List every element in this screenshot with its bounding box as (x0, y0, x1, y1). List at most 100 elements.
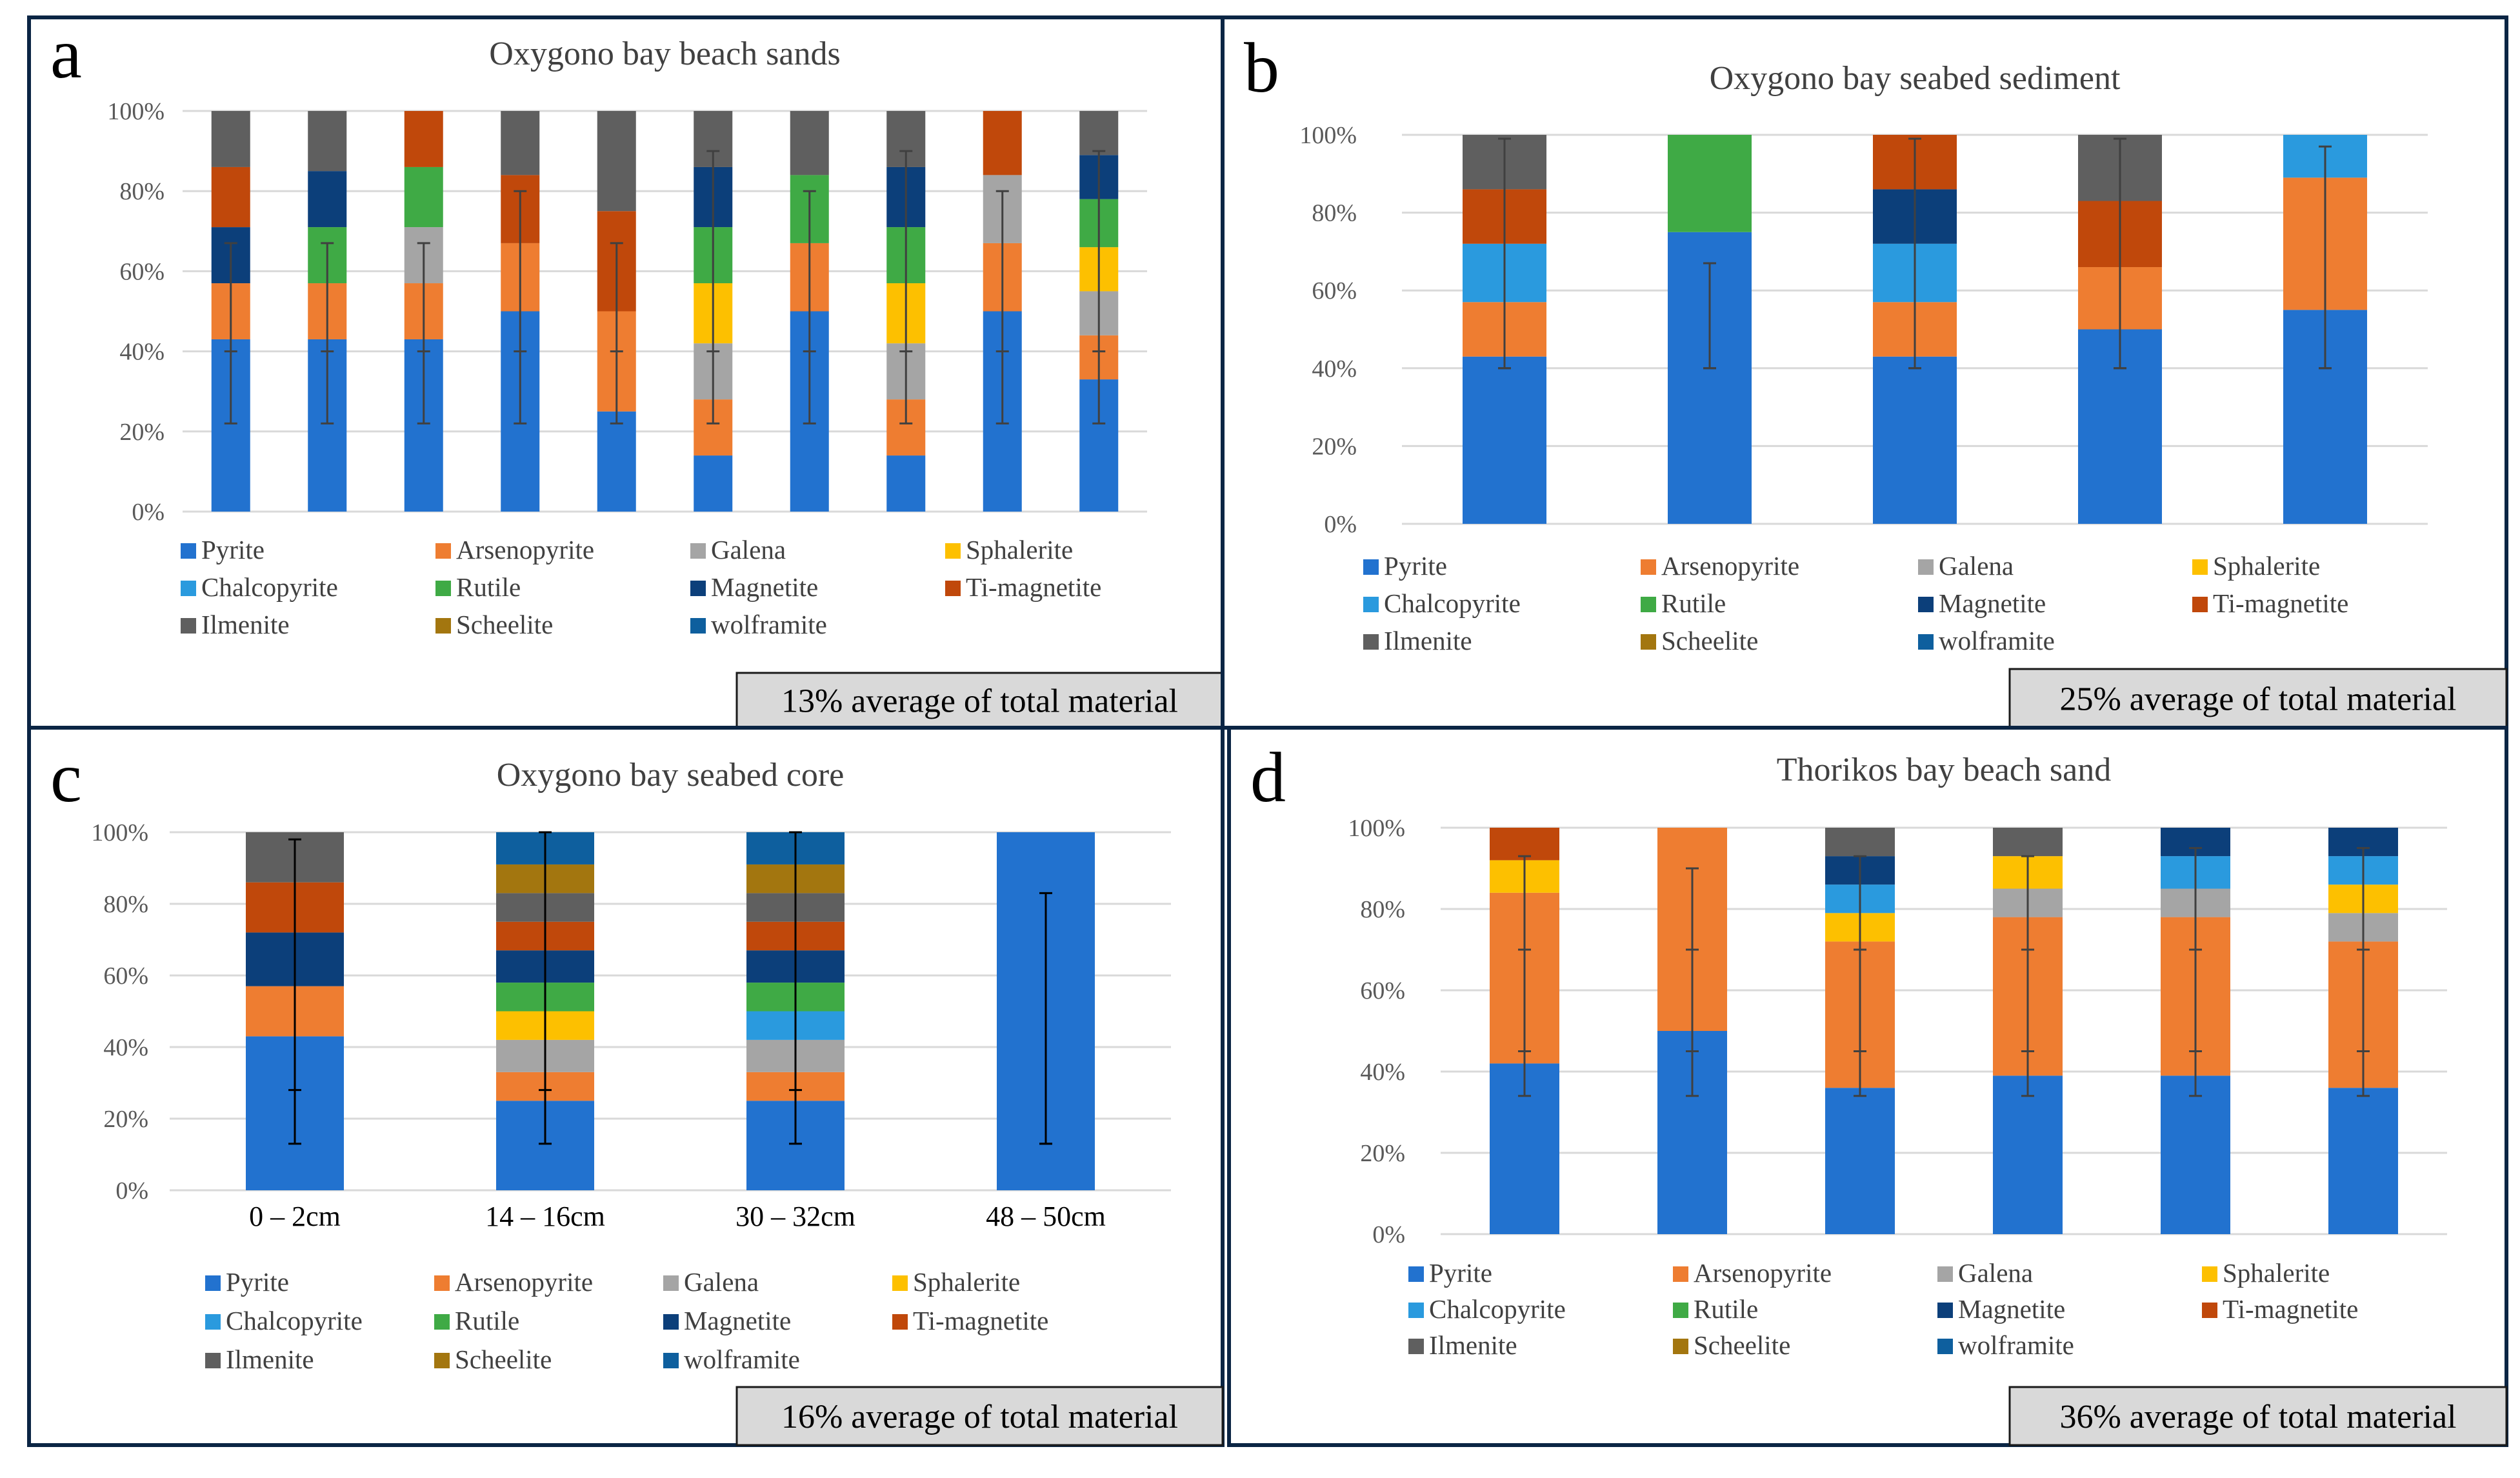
legend-swatch-galena (663, 1275, 679, 1291)
y-tick-label: 40% (1360, 1059, 1405, 1086)
chart-title: Thorikos bay beach sand (1777, 752, 2111, 788)
legend-swatch-wolframite (663, 1353, 679, 1368)
legend-swatch-ilmenite (1408, 1339, 1424, 1354)
legend-label-rutile: Rutile (1661, 588, 1726, 618)
y-tick-label: 60% (103, 963, 148, 990)
legend-label-galena: Galena (684, 1267, 759, 1297)
y-tick-label: 0% (1324, 511, 1357, 538)
legend-label-rutile: Rutile (456, 572, 521, 602)
legend-swatch-arsenopyrite (434, 1275, 450, 1291)
legend-swatch-scheelite (434, 1353, 450, 1368)
legend-swatch-sphalerite (892, 1275, 908, 1291)
legend-swatch-arsenopyrite (1673, 1266, 1688, 1282)
legend-swatch-rutile (434, 1314, 450, 1330)
panel-letter: a (50, 14, 82, 93)
panel-d: d Thorikos bay beach sand 0% 20% 40% 60% 80% 10… (1227, 726, 2508, 1447)
legend-label-magnetite: Magnetite (1958, 1294, 2065, 1324)
legend-swatch-ilmenite (205, 1353, 221, 1368)
footer-note: 36% average of total material (2059, 1399, 2456, 1435)
legend-label-sphalerite: Sphalerite (913, 1267, 1020, 1297)
bar-segment-rutile (1668, 135, 1752, 232)
legend-swatch-pyrite (205, 1275, 221, 1291)
legend-label-arsenopyrite: Arsenopyrite (456, 535, 594, 564)
legend-label-rutile: Rutile (455, 1306, 519, 1335)
panel-border (27, 726, 1225, 1447)
x-tick-label: 0 – 2cm (249, 1201, 341, 1232)
y-tick-label: 100% (91, 819, 148, 846)
y-tick-label: 40% (119, 339, 165, 366)
legend-swatch-ti-magnetite (945, 581, 961, 596)
legend-swatch-ilmenite (1363, 634, 1379, 650)
y-tick-label: 20% (1312, 433, 1357, 460)
legend-label-ti-magnetite: Ti-magnetite (913, 1306, 1048, 1335)
legend-swatch-chalcopyrite (1408, 1303, 1424, 1318)
footer-note: 16% average of total material (781, 1399, 1178, 1435)
legend-swatch-chalcopyrite (181, 581, 196, 596)
legend-label-scheelite: Scheelite (1661, 626, 1758, 655)
legend-label-pyrite: Pyrite (226, 1267, 289, 1297)
legend-label-scheelite: Scheelite (455, 1344, 552, 1374)
y-tick-label: 100% (1299, 122, 1357, 149)
legend-label-arsenopyrite: Arsenopyrite (1694, 1258, 1832, 1288)
legend-swatch-sphalerite (2202, 1266, 2217, 1282)
y-tick-label: 80% (1360, 896, 1405, 923)
y-tick-label: 20% (119, 419, 165, 446)
bar-segment-ti-magnetite (983, 111, 1022, 175)
legend-swatch-rutile (1673, 1303, 1688, 1318)
legend-label-sphalerite: Sphalerite (2223, 1258, 2330, 1288)
panel-letter: c (50, 738, 82, 817)
bar-segment-ilmenite (1825, 828, 1895, 857)
bar-segment-pyrite (1993, 1075, 2063, 1234)
y-tick-label: 80% (103, 891, 148, 918)
legend-swatch-wolframite (690, 618, 706, 634)
y-tick-label: 20% (103, 1106, 148, 1133)
legend-label-ilmenite: Ilmenite (1429, 1330, 1517, 1360)
y-tick-label: 60% (1360, 977, 1405, 1004)
legend-label-wolframite: wolframite (1939, 626, 2055, 655)
legend-swatch-scheelite (1673, 1339, 1688, 1354)
legend-label-pyrite: Pyrite (201, 535, 265, 564)
x-tick-label: 30 – 32cm (735, 1201, 855, 1232)
legend-swatch-ti-magnetite (892, 1314, 908, 1330)
legend-label-ti-magnetite: Ti-magnetite (2213, 588, 2348, 618)
legend-label-wolframite: wolframite (711, 610, 827, 639)
legend-label-ilmenite: Ilmenite (226, 1344, 314, 1374)
legend-label-ti-magnetite: Ti-magnetite (2223, 1294, 2358, 1324)
bar-segment-pyrite (1463, 356, 1546, 524)
legend-swatch-ti-magnetite (2192, 597, 2208, 612)
legend-label-rutile: Rutile (1694, 1294, 1758, 1324)
legend-label-wolframite: wolframite (1958, 1330, 2074, 1360)
bar-segment-ilmenite (308, 111, 347, 172)
y-tick-label: 80% (119, 178, 165, 205)
chart-title: Oxygono bay beach sands (489, 35, 840, 72)
legend-label-arsenopyrite: Arsenopyrite (1661, 551, 1799, 581)
x-tick-label: 14 – 16cm (485, 1201, 605, 1232)
legend-label-sphalerite: Sphalerite (2213, 551, 2320, 581)
footer-note: 25% average of total material (2059, 681, 2456, 718)
bar-segment-ilmenite (1079, 111, 1119, 155)
bar-segment-ti-magnetite (211, 166, 250, 228)
panel-letter: d (1250, 738, 1286, 817)
y-tick-label: 60% (119, 258, 165, 285)
legend-swatch-scheelite (1641, 634, 1656, 650)
legend-swatch-ti-magnetite (2202, 1303, 2217, 1318)
legend-label-magnetite: Magnetite (684, 1306, 791, 1335)
legend-swatch-chalcopyrite (205, 1314, 221, 1330)
legend-swatch-arsenopyrite (1641, 559, 1656, 575)
legend-swatch-rutile (1641, 597, 1656, 612)
legend-label-chalcopyrite: Chalcopyrite (1384, 588, 1521, 618)
legend-label-scheelite: Scheelite (456, 610, 553, 639)
y-tick-label: 60% (1312, 277, 1357, 305)
panel-c: c Oxygono bay seabed core 0% 20% 40% 60% 80% 10… (27, 726, 1225, 1447)
legend-swatch-sphalerite (945, 543, 961, 559)
bar-segment-ilmenite (1993, 828, 2063, 857)
chart-title: Oxygono bay seabed sediment (1710, 60, 2121, 97)
legend-swatch-sphalerite (2192, 559, 2208, 575)
legend-label-ilmenite: Ilmenite (201, 610, 290, 639)
legend-label-chalcopyrite: Chalcopyrite (1429, 1294, 1566, 1324)
bar-segment-ilmenite (790, 111, 829, 175)
legend-label-galena: Galena (1958, 1258, 2033, 1288)
legend-swatch-galena (1918, 559, 1934, 575)
legend-label-arsenopyrite: Arsenopyrite (455, 1267, 593, 1297)
legend-swatch-magnetite (690, 581, 706, 596)
